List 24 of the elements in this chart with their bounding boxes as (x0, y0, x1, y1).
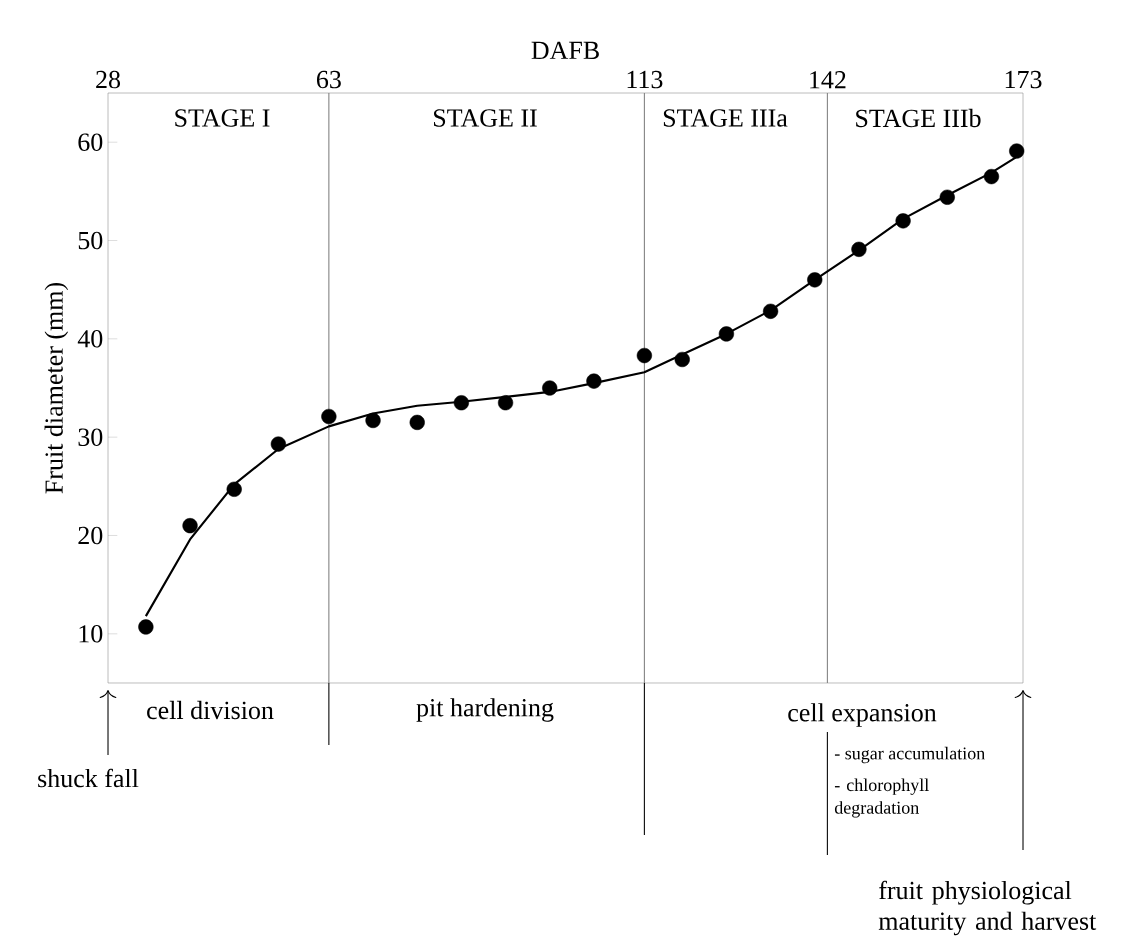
y-axis-title: Fruit diameter (mm) (44, 282, 69, 494)
y-tick-label: 20 (78, 526, 103, 545)
text: - sugar accumulation (834, 746, 985, 764)
y-tick-label: 30 (78, 428, 103, 446)
text: cell expansion (788, 703, 937, 727)
text: - chlorophyll degradation (834, 778, 929, 818)
x-tick-label: 63 (316, 70, 341, 89)
annotation: STAGE IIIb (856, 108, 981, 128)
y-tick-label: 50 (78, 231, 103, 250)
x-tick-label: 173 (1005, 70, 1042, 89)
x-tick-label: 142 (810, 71, 846, 89)
annotation: STAGE IIIa (663, 109, 788, 127)
text: shuck fall (38, 768, 139, 788)
x-tick-label: 28 (96, 70, 121, 89)
text: pit hardening (416, 698, 554, 722)
y-tick-label: 40 (77, 330, 103, 348)
x-tick-label: 113 (627, 70, 663, 89)
x-axis-title: DAFB (531, 41, 599, 59)
annotation: STAGE II (433, 109, 537, 127)
y-tick-label: 60 (78, 133, 103, 151)
y-tick-label: 10 (79, 625, 103, 643)
text: cell division (147, 700, 274, 720)
text: fruit physiological maturity and harvest (878, 880, 1097, 936)
annotation: STAGE I (175, 109, 270, 127)
